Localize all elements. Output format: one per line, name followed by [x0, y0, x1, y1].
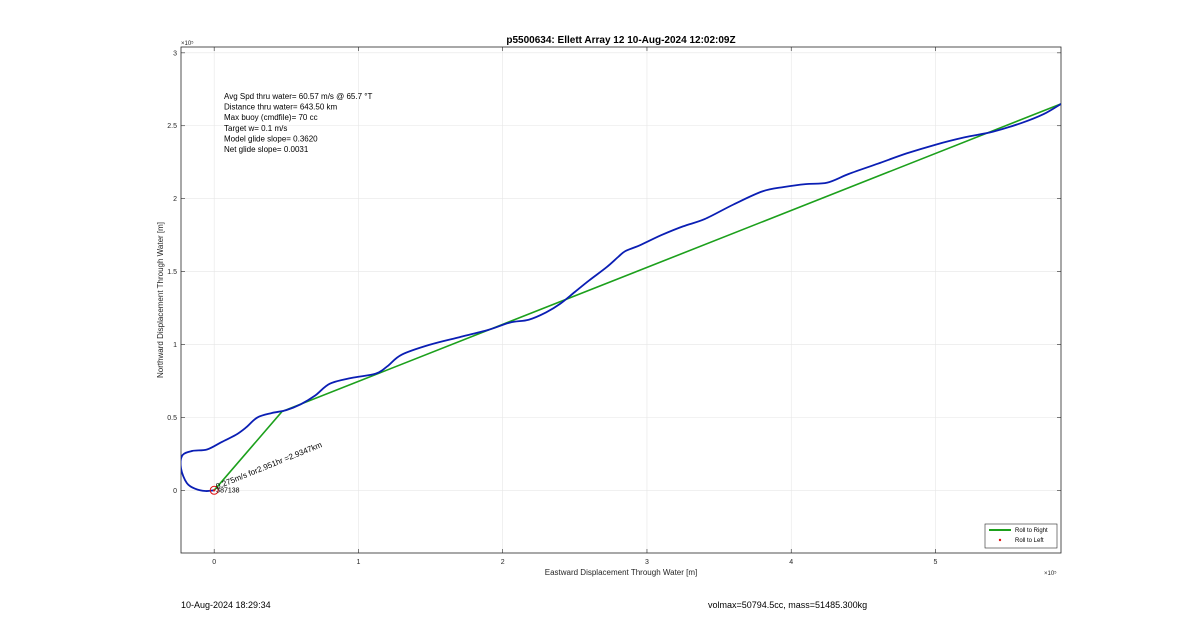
rotated-segment-label: 0.275m/s for2.951hr =2.9347km: [215, 440, 324, 491]
legend-swatch-roll-left: [998, 538, 1002, 542]
y-exponent-label: ×10⁵: [181, 40, 194, 47]
x-tick-label: 4: [789, 559, 793, 566]
x-tick-label: 0: [212, 559, 216, 566]
x-tick-label: 1: [356, 559, 360, 566]
x-exponent-label: ×10⁵: [1044, 570, 1057, 577]
stats-annotation-line: Model glide slope= 0.3620: [224, 134, 318, 143]
y-axis-label: Northward Displacement Through Water [m]: [156, 222, 165, 378]
axis-ticks: 0 1 2 3 4 5 0 0.5 1 1.5 2 2.5 3: [167, 47, 1061, 566]
x-tick-label: 3: [645, 559, 649, 566]
y-tick-label: 0: [173, 488, 177, 495]
footer-mass-info: volmax=50794.5cc, mass=51485.300kg: [708, 600, 868, 610]
stats-annotation-line: Avg Spd thru water= 60.57 m/s @ 65.7 °T: [224, 92, 372, 101]
footer-timestamp: 10-Aug-2024 18:29:34: [181, 600, 271, 610]
chart-title: p5500634: Ellett Array 12 10-Aug-2024 12…: [506, 35, 735, 46]
y-tick-label: 1: [173, 342, 177, 349]
y-tick-label: 2.5: [167, 123, 177, 130]
stats-annotation-line: Target w= 0.1 m/s: [224, 124, 287, 133]
legend-label-roll-left: Roll to Left: [1015, 538, 1044, 544]
annotations: Avg Spd thru water= 60.57 m/s @ 65.7 °T D…: [209, 92, 372, 495]
data-series: [181, 103, 1061, 492]
start-marker-dot: [212, 489, 216, 492]
y-tick-label: 3: [173, 50, 177, 57]
x-axis-label: Eastward Displacement Through Water [m]: [545, 568, 698, 577]
start-marker-circle: [209, 485, 219, 495]
series-roll-right-line: [213, 103, 1061, 491]
plot-area-frame: [180, 46, 1062, 554]
stats-annotation-line: Max buoy (cmdfile)= 70 cc: [224, 113, 318, 122]
stats-annotation-line: Distance thru water= 643.50 km: [224, 103, 338, 112]
legend-label-roll-right: Roll to Right: [1015, 528, 1048, 534]
y-tick-label: 0.5: [167, 415, 177, 422]
legend: Roll to Right Roll to Left: [984, 523, 1058, 549]
x-tick-label: 5: [934, 559, 938, 566]
legend-box: [984, 523, 1058, 549]
stats-annotation-line: Net glide slope= 0.0031: [224, 145, 309, 154]
grid-lines: [181, 47, 1061, 553]
start-point-label: 387138: [216, 487, 239, 494]
y-tick-label: 1.5: [167, 269, 177, 276]
y-tick-label: 2: [173, 196, 177, 203]
series-track-line: [181, 103, 1061, 492]
x-tick-label: 2: [501, 559, 505, 566]
